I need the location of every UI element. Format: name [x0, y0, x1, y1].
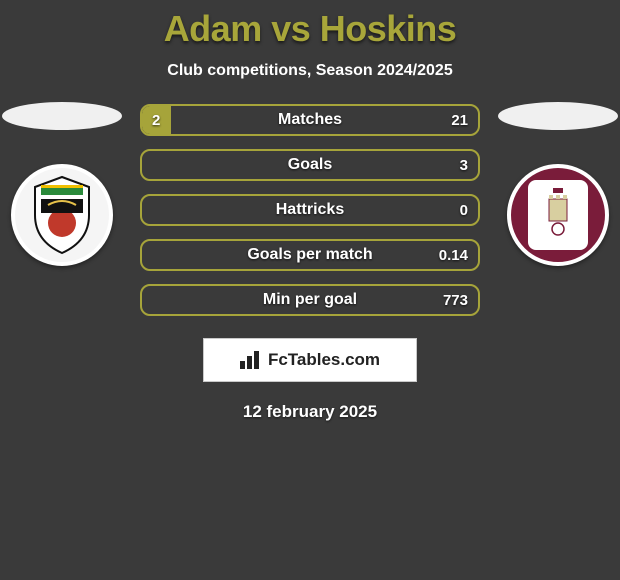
right-flag-ellipse: [498, 102, 618, 130]
stat-bar: 2 Matches 21: [140, 104, 480, 136]
stat-label: Goals per match: [247, 246, 372, 264]
right-club-crest: [507, 164, 609, 266]
stat-label: Hattricks: [276, 201, 344, 219]
fctables-badge: FcTables.com: [203, 338, 417, 382]
castle-icon: [533, 185, 583, 245]
right-crest-inner: [528, 180, 588, 250]
logo-text: FcTables.com: [268, 350, 380, 370]
stat-bar: Goals per match 0.14: [140, 239, 480, 271]
left-flag-ellipse: [2, 102, 122, 130]
stat-bar: Hattricks 0: [140, 194, 480, 226]
subtitle: Club competitions, Season 2024/2025: [0, 62, 620, 80]
infographic-root: Adam vs Hoskins Club competitions, Seaso…: [0, 0, 620, 422]
left-crest-inner: [27, 175, 97, 255]
shield-icon: [27, 175, 97, 255]
stat-bar: Goals 3: [140, 149, 480, 181]
stat-right-value: 0.14: [439, 247, 468, 264]
stats-row: 2 Matches 21 Goals 3 Hattricks 0 Goals per matc…: [0, 102, 620, 316]
stat-right-value: 773: [443, 292, 468, 309]
stat-bar: Min per goal 773: [140, 284, 480, 316]
left-column: [2, 102, 122, 266]
date-text: 12 february 2025: [0, 402, 620, 422]
stat-bars: 2 Matches 21 Goals 3 Hattricks 0 Goals per matc…: [140, 104, 480, 316]
stat-label: Matches: [278, 111, 342, 129]
stat-right-value: 0: [460, 202, 468, 219]
stat-right-value: 21: [451, 112, 468, 129]
stat-left-value: 2: [152, 112, 160, 129]
left-club-crest: [11, 164, 113, 266]
page-title: Adam vs Hoskins: [0, 8, 620, 50]
stat-right-value: 3: [460, 157, 468, 174]
bar-chart-icon: [240, 351, 262, 369]
stat-label: Min per goal: [263, 291, 357, 309]
stat-label: Goals: [288, 156, 332, 174]
right-column: [498, 102, 618, 266]
